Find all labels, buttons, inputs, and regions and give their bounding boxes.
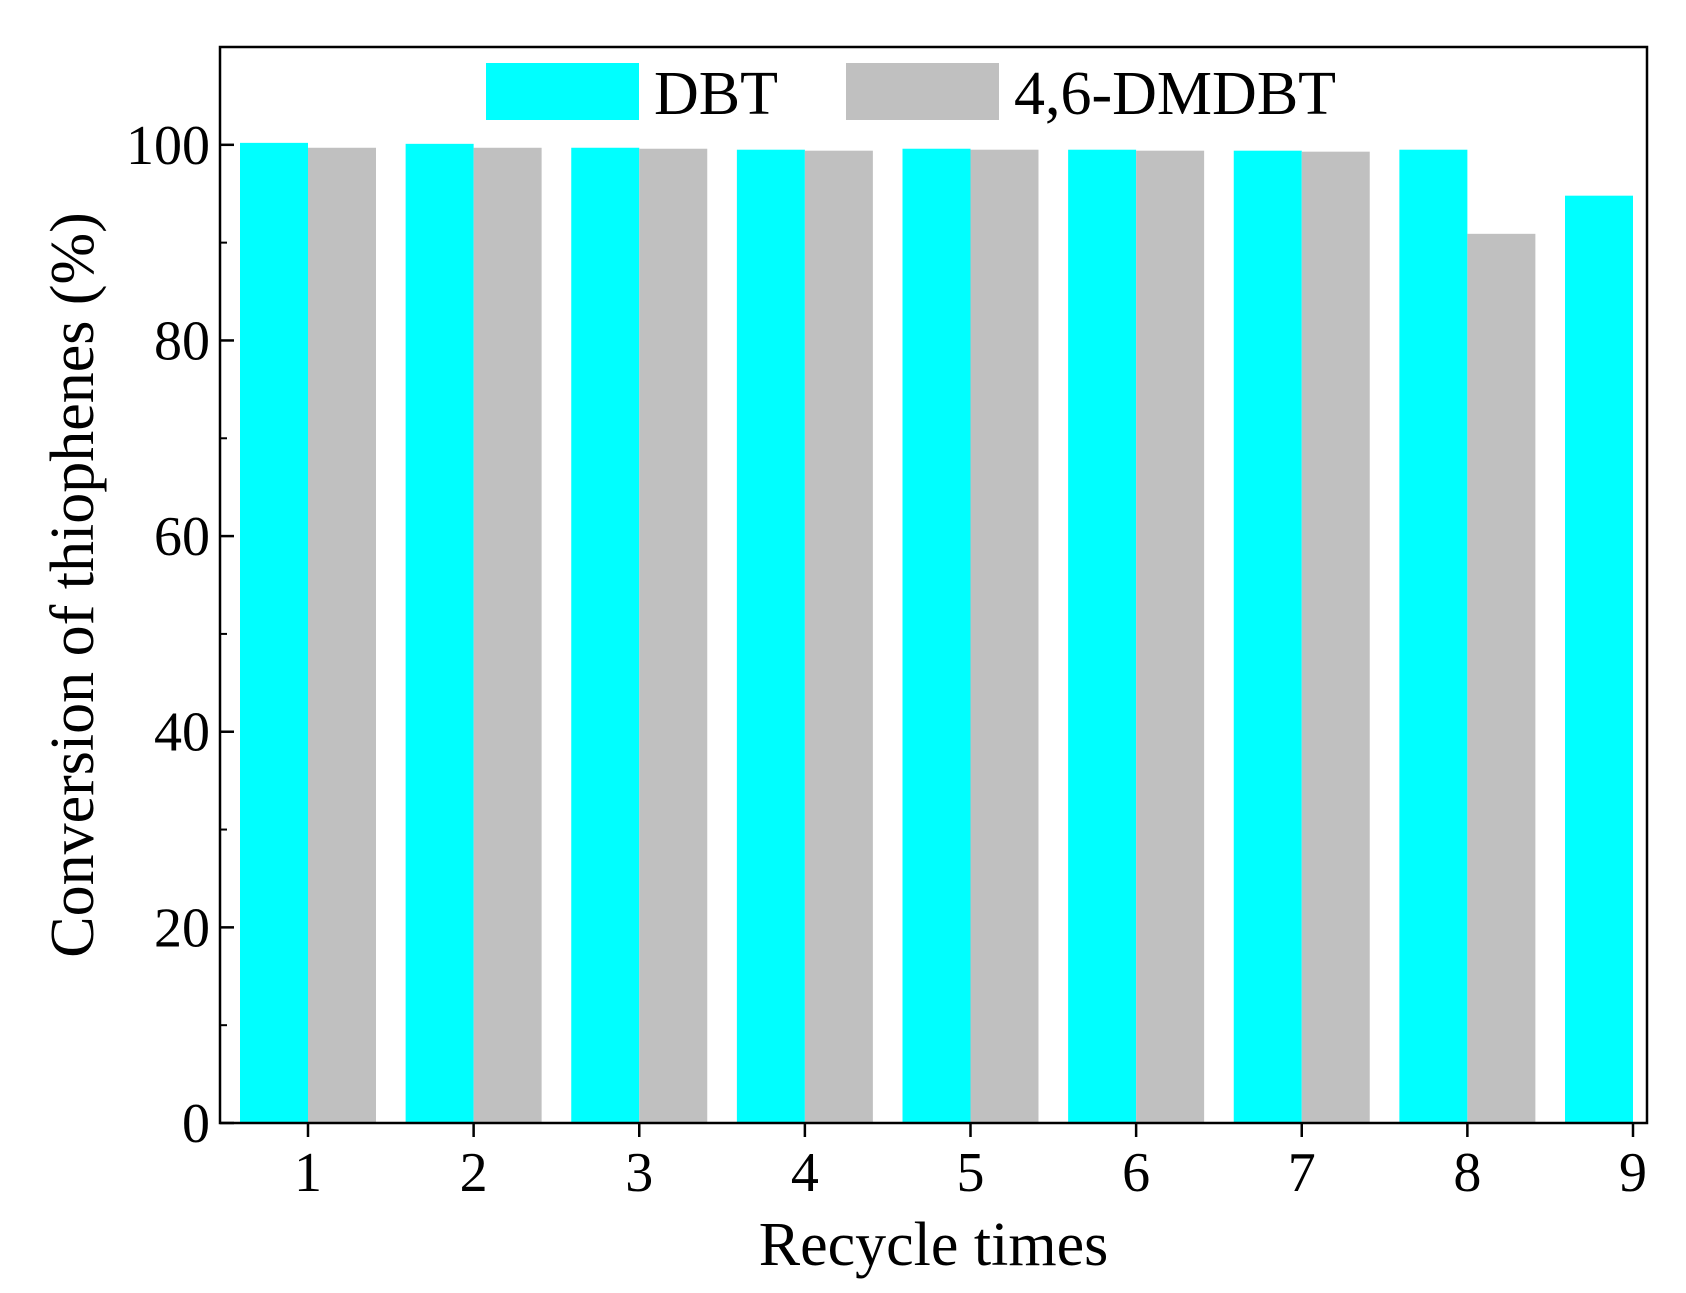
bar-DBT-2	[405, 143, 474, 1124]
bar-4,6-DMDBT-2	[473, 147, 542, 1123]
bar-4,6-DMDBT-8	[1467, 233, 1536, 1123]
bar-4,6-DMDBT-4	[804, 150, 873, 1124]
y-tick-label: 100	[126, 115, 210, 177]
bar-DBT-5	[902, 148, 971, 1124]
x-axis-title: Recycle times	[759, 1211, 1108, 1279]
y-axis-title: Conversion of thiophenes (%)	[39, 212, 107, 958]
x-tick-label: 5	[957, 1142, 985, 1204]
y-axis: 0 20 40 60 80 100	[126, 115, 234, 1155]
legend: DBT 4,6-DMDBT	[486, 60, 1336, 128]
bar-DBT-7	[1233, 150, 1302, 1124]
x-tick-label: 1	[294, 1142, 322, 1204]
y-tick-label: 20	[154, 897, 210, 959]
bar-DBT-6	[1068, 149, 1137, 1123]
x-tick-label: 3	[625, 1142, 653, 1204]
x-tick-label: 2	[460, 1142, 488, 1204]
y-tick-label: 60	[154, 506, 210, 568]
y-tick-label: 40	[154, 702, 210, 764]
x-tick-label: 4	[791, 1142, 819, 1204]
x-tick-label: 8	[1453, 1142, 1481, 1204]
bar-4,6-DMDBT-6	[1136, 150, 1205, 1124]
bars-layer	[240, 142, 1633, 1124]
bar-DBT-3	[571, 147, 640, 1123]
x-tick-label: 6	[1122, 1142, 1150, 1204]
bar-DBT-8	[1399, 149, 1468, 1123]
legend-swatch-4,6-DMDBT	[846, 63, 999, 120]
bar-DBT-4	[736, 149, 805, 1123]
plot-frame	[218, 45, 1649, 1125]
y-tick-label: 80	[154, 310, 210, 372]
bar-4,6-DMDBT-3	[639, 148, 708, 1124]
bar-4,6-DMDBT-5	[970, 149, 1039, 1123]
y-tick-label: 0	[182, 1093, 210, 1155]
bar-DBT-9	[1565, 195, 1633, 1123]
legend-label: DBT	[654, 60, 778, 128]
legend-swatch-DBT	[486, 63, 639, 120]
bar-4,6-DMDBT-1	[308, 147, 376, 1123]
x-tick-label: 7	[1288, 1142, 1316, 1204]
bar-DBT-1	[240, 142, 308, 1123]
legend-label: 4,6-DMDBT	[1014, 60, 1336, 128]
x-tick-label: 9	[1619, 1142, 1647, 1204]
bar-4,6-DMDBT-7	[1301, 151, 1370, 1123]
x-axis: 1 2 3 4 5 6 7 8 9	[294, 1123, 1647, 1204]
